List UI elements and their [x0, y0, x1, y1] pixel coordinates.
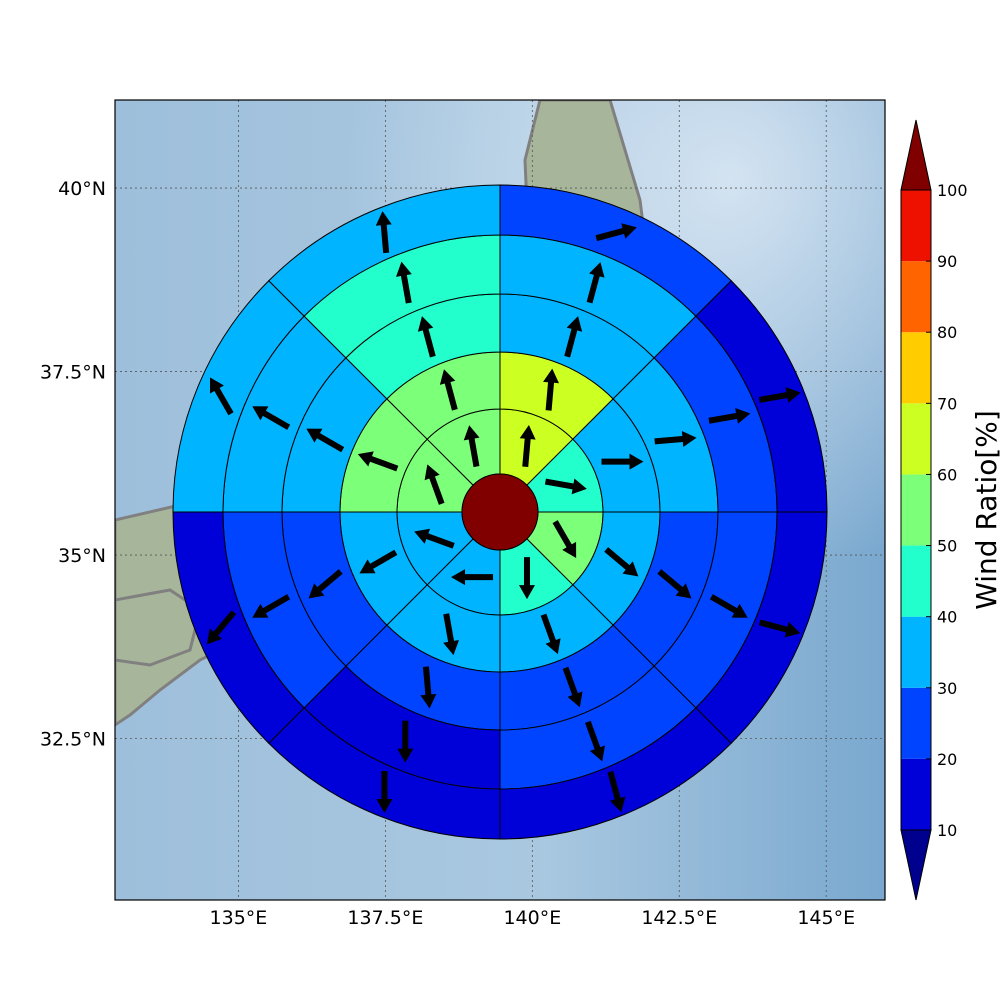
wind-arrow: [357, 451, 399, 472]
colorbar-border: [900, 189, 932, 831]
colorbar-segment: [901, 474, 931, 546]
wind-arrow: [417, 316, 436, 358]
wind-arrow: [562, 666, 583, 708]
lon-tick-label: 135°E: [210, 907, 268, 929]
lon-tick-label: 142.5°E: [641, 907, 717, 929]
wind-arrow: [601, 453, 644, 470]
center-disk: [461, 473, 539, 551]
map-frame: [114, 99, 886, 901]
colorbar-over-arrow: [900, 119, 932, 191]
lon-tick-label: 140°E: [503, 907, 561, 929]
wind-arrow: [359, 549, 398, 574]
wind-arrow: [708, 408, 751, 424]
wind-arrow: [540, 613, 561, 655]
colorbar-tick-label: 80: [937, 323, 957, 342]
wind-arrow: [414, 528, 455, 549]
wind-arrow: [206, 610, 237, 645]
wind-arrow: [654, 431, 697, 447]
wind-arrow: [595, 223, 637, 242]
wind-arrow: [443, 613, 459, 656]
wind-arrow: [709, 594, 748, 618]
colorbar-tick-label: 10: [937, 821, 957, 840]
colorbar-tick-label: 70: [937, 394, 957, 413]
wind-sectors: [172, 184, 828, 840]
wind-arrow: [552, 520, 577, 559]
wind-arrow: [543, 368, 559, 411]
wind-arrow: [586, 262, 605, 304]
colorbar-tick-label: 60: [937, 465, 957, 484]
wind-arrow: [544, 478, 587, 495]
colorbar-under-arrow: [900, 829, 932, 901]
wind-arrow: [585, 720, 605, 762]
wind-arrow: [758, 619, 801, 638]
land-shikoku: [115, 588, 202, 667]
wind-arrow: [308, 569, 343, 599]
colorbar-label: Wind Ratio[%]: [970, 410, 1000, 610]
colorbar-tick-label: 30: [937, 679, 957, 698]
wind-arrow: [657, 569, 692, 599]
wind-arrow: [420, 666, 437, 709]
colorbar-tick-label: 90: [937, 252, 957, 271]
colorbar-tick-label: 50: [937, 537, 957, 556]
map-border: [114, 99, 886, 901]
lon-tick-label: 145°E: [797, 907, 855, 929]
wind-arrow: [463, 425, 480, 468]
colorbar-tick-label: 40: [937, 608, 957, 627]
lat-tick-label: 37.5°N: [40, 362, 106, 384]
lon-tick-label: 137.5°E: [347, 907, 423, 929]
colorbar-segment: [901, 687, 931, 759]
wind-arrows: [206, 211, 801, 814]
wind-arrow: [376, 771, 393, 814]
wind-arrow: [518, 557, 535, 600]
wind-arrow: [306, 428, 345, 453]
lat-tick-label: 40°N: [58, 178, 106, 200]
wind-arrow: [375, 211, 392, 254]
wind-arrow: [451, 569, 494, 586]
colorbar-segment: [901, 758, 931, 830]
colorbar-segment: [901, 545, 931, 617]
wind-arrow: [252, 406, 291, 430]
wind-arrow: [564, 316, 583, 358]
colorbar-tick-label: 20: [937, 750, 957, 769]
wind-arrow: [397, 720, 414, 763]
colorbar-segment: [901, 403, 931, 475]
colorbar-segment: [901, 261, 931, 333]
wind-arrow: [758, 387, 801, 403]
wind-arrow: [424, 464, 445, 505]
wind-arrow: [209, 377, 234, 416]
lat-tick-label: 35°N: [58, 545, 106, 567]
colorbar-segment: [901, 190, 931, 262]
wind-arrow: [252, 594, 291, 618]
colorbar: 10 20 30 40 50 60 70 80 90 100: [900, 119, 968, 901]
wind-arrow: [607, 770, 626, 813]
wind-arrow: [439, 369, 458, 411]
wind-arrow: [519, 424, 536, 468]
lat-tick-label: 32.5°N: [40, 729, 106, 751]
wind-arrow: [604, 547, 639, 577]
wind-arrow: [396, 261, 412, 304]
colorbar-segment: [901, 616, 931, 688]
colorbar-segment: [901, 332, 931, 404]
colorbar-tick-label: 100: [937, 181, 968, 200]
axis-ticks: 135°E 137.5°E 140°E 142.5°E 145°E 32.5°N 35°N 3…: [40, 178, 855, 929]
